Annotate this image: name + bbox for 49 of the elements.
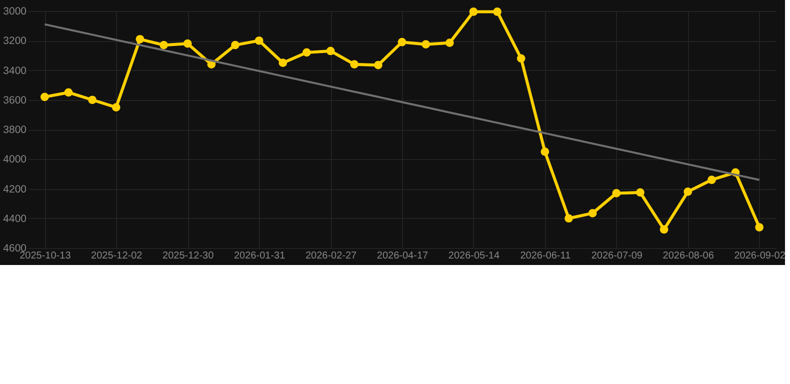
point bbox=[516, 54, 526, 63]
y-tick-label: 4400 bbox=[3, 212, 27, 225]
point bbox=[540, 148, 550, 156]
point bbox=[755, 223, 764, 232]
point bbox=[636, 188, 644, 197]
y-tick-label: 3600 bbox=[3, 94, 27, 106]
point bbox=[64, 88, 73, 97]
y-tick-label: 3400 bbox=[3, 64, 27, 77]
point bbox=[445, 38, 454, 48]
point bbox=[302, 48, 311, 57]
line-series bbox=[44, 23, 760, 181]
point bbox=[40, 92, 49, 102]
x-tick-label: 2026-08-06 bbox=[662, 250, 714, 262]
x-tick-label: 2025-10-13 bbox=[20, 250, 72, 262]
point bbox=[278, 58, 288, 68]
point bbox=[183, 39, 192, 48]
y-tick-label: 3200 bbox=[3, 35, 27, 48]
y-tick-label: 4000 bbox=[3, 154, 27, 166]
point bbox=[231, 40, 240, 50]
x-tick-label: 2026-04-17 bbox=[376, 250, 429, 262]
x-tick-label: 2026-09-02 bbox=[734, 250, 786, 262]
point bbox=[708, 176, 716, 184]
point bbox=[422, 40, 430, 49]
x-tick-label: 2026-05-14 bbox=[448, 250, 500, 262]
x-tick-label: 2026-02-27 bbox=[305, 250, 358, 262]
point bbox=[493, 8, 502, 16]
point bbox=[374, 60, 382, 70]
point bbox=[160, 40, 168, 50]
x-tick-label: 2026-07-09 bbox=[591, 250, 643, 262]
x-tick-label: 2025-12-02 bbox=[91, 250, 143, 262]
point bbox=[469, 8, 478, 16]
point bbox=[612, 189, 621, 198]
y-tick-label: 4200 bbox=[3, 183, 27, 196]
point bbox=[350, 60, 359, 68]
point bbox=[254, 36, 264, 45]
point bbox=[88, 96, 96, 104]
point bbox=[136, 34, 144, 44]
x-tick-label: 2026-01-31 bbox=[234, 250, 286, 262]
x-tick-label: 2025-12-30 bbox=[162, 250, 214, 262]
point bbox=[398, 38, 406, 46]
point bbox=[588, 209, 597, 218]
y-tick-label: 3000 bbox=[3, 6, 27, 18]
y-tick-label: 3800 bbox=[3, 124, 27, 136]
point bbox=[564, 214, 573, 223]
point bbox=[684, 188, 692, 196]
x-tick-label: 2026-06-11 bbox=[520, 250, 572, 262]
point bbox=[326, 46, 335, 56]
point bbox=[660, 225, 668, 234]
point bbox=[112, 103, 120, 112]
